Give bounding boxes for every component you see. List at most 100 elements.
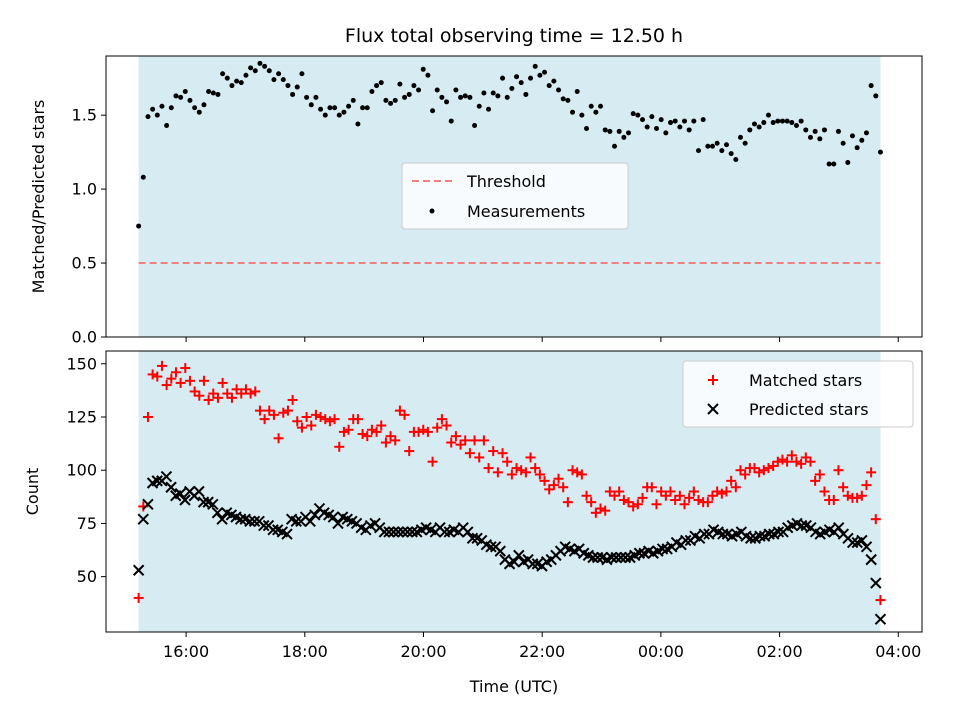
measurement-point <box>472 123 478 129</box>
matched-star-point <box>506 469 517 480</box>
measurement-point <box>318 106 324 112</box>
matched-star-point <box>852 492 863 503</box>
predicted-star-point <box>508 556 520 568</box>
matched-star-point <box>287 394 298 405</box>
predicted-star-point <box>833 521 845 534</box>
measurement-point <box>616 128 622 134</box>
matched-star-point <box>343 424 354 435</box>
predicted-star-point <box>494 545 506 557</box>
predicted-star-point <box>137 513 149 525</box>
measurement-point <box>621 134 627 140</box>
matched-star-point <box>721 486 732 497</box>
measurement-point <box>532 63 538 69</box>
predicted-star-point <box>193 485 205 498</box>
measurement-point <box>262 63 268 69</box>
count-x-ticks: 16:00 18:00 20:00 22:00 00:00 02:00 04:00 <box>163 632 921 661</box>
matched-star-point <box>777 454 788 465</box>
measurement-point <box>812 128 818 134</box>
measurement-point <box>523 91 529 97</box>
measurement-point <box>682 118 688 124</box>
matched-star-point <box>796 458 807 469</box>
measurement-point <box>518 80 524 86</box>
predicted-star-point <box>619 551 632 564</box>
measurement-point <box>187 97 193 103</box>
matched-star-point <box>618 495 629 506</box>
measurement-point <box>439 94 445 100</box>
legend-measurements-marker <box>429 208 435 214</box>
predicted-star-point <box>870 577 882 589</box>
matched-star-point <box>362 431 373 442</box>
predicted-star-point <box>401 526 414 538</box>
matched-star-point <box>194 390 205 401</box>
ratio-panel: 0.0 0.5 1.0 1.5 Flux total observing time =… <box>29 25 923 347</box>
matched-star-point <box>334 441 345 452</box>
measurement-point <box>584 125 590 131</box>
matched-star-point <box>301 411 312 422</box>
predicted-star-point <box>860 541 873 553</box>
measurement-point <box>313 94 319 100</box>
measurement-point <box>709 143 715 149</box>
measurement-point <box>770 120 776 126</box>
matched-star-point <box>432 422 443 433</box>
matched-star-point <box>534 469 545 480</box>
predicted-star-point <box>485 541 497 553</box>
matched-star-point <box>483 463 494 474</box>
matched-star-point <box>665 486 676 497</box>
measurement-point <box>332 105 338 111</box>
matched-star-point <box>474 452 485 463</box>
x-tick-label: 18:00 <box>282 642 328 661</box>
legend-predicted-label: Predicted stars <box>749 400 869 419</box>
x-tick-label: 20:00 <box>400 642 446 661</box>
matched-star-point <box>450 431 461 442</box>
matched-star-point <box>758 465 769 476</box>
matched-star-point <box>315 411 326 422</box>
count-legend: Matched stars Predicted stars <box>682 360 914 428</box>
matched-star-point <box>203 394 214 405</box>
measurement-point <box>248 65 254 71</box>
matched-star-point <box>282 405 293 416</box>
predicted-star-point <box>874 613 887 625</box>
y-tick-label: 150 <box>66 354 97 373</box>
measurement-point <box>285 83 291 89</box>
matched-star-point <box>791 456 802 467</box>
predicted-star-point <box>327 511 340 523</box>
matched-star-point <box>833 465 844 476</box>
measurement-point <box>831 161 837 167</box>
measurement-point <box>136 223 142 229</box>
matched-star-point <box>730 482 741 493</box>
measurement-point <box>840 140 846 146</box>
ratio-x-ticks <box>185 337 899 342</box>
predicted-star-point <box>309 509 321 521</box>
matched-star-point <box>520 467 531 478</box>
measurement-point <box>546 83 552 89</box>
measurement-point <box>859 137 865 143</box>
matched-star-point <box>819 486 830 497</box>
predicted-star-point <box>234 513 247 525</box>
measurement-point <box>835 128 841 134</box>
measurement-point <box>789 120 795 126</box>
measurement-point <box>360 105 366 111</box>
matched-star-point <box>310 409 321 420</box>
predicted-star-point <box>387 526 400 538</box>
measurement-point <box>434 87 440 93</box>
measurement-point <box>374 83 380 89</box>
measurement-point <box>565 97 571 103</box>
measurement-point <box>635 112 641 118</box>
matched-star-point <box>763 463 774 474</box>
matched-star-point <box>488 446 499 457</box>
legend-threshold-label: Threshold <box>466 172 546 191</box>
measurement-point <box>668 120 674 126</box>
measurement-point <box>803 127 809 133</box>
matched-star-point <box>600 505 611 516</box>
measurement-point <box>392 97 398 103</box>
measurement-point <box>868 83 874 89</box>
measurement-point <box>350 97 356 103</box>
measurement-point <box>747 127 753 133</box>
measurement-point <box>364 105 370 111</box>
predicted-star-point <box>763 528 775 540</box>
measurement-point <box>481 90 487 96</box>
measurement-point <box>691 118 697 124</box>
matched-star-point <box>516 465 527 476</box>
measurement-point <box>388 100 394 106</box>
